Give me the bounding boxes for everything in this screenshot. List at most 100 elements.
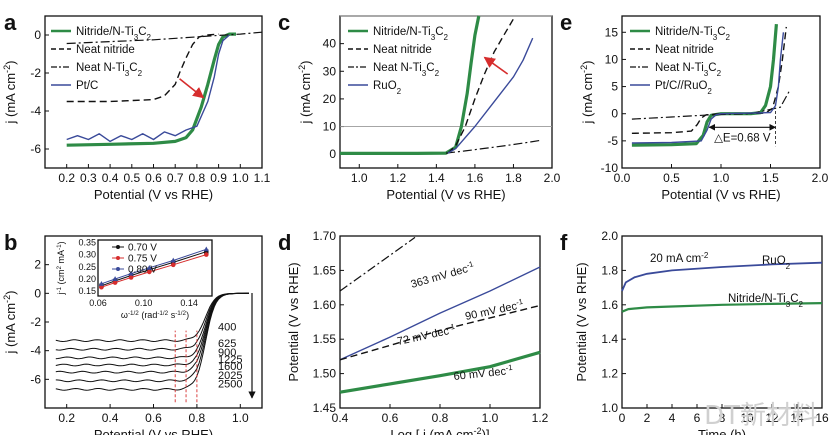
- tafel-slope-label: 72 mV dec-1: [396, 321, 457, 348]
- x-tick-label: 6: [694, 411, 701, 425]
- y-tick-label: 1.60: [313, 298, 337, 312]
- x-tick-label: 0.0: [614, 171, 631, 185]
- stability-line: [621, 302, 823, 313]
- y-tick-label: 1.4: [601, 332, 618, 346]
- legend-label-a: Pt/C: [76, 80, 98, 92]
- inset-point: [147, 269, 152, 275]
- inset-x-tick-label: 0.10: [135, 298, 153, 308]
- x-tick-label: 12: [765, 411, 779, 425]
- inset-y-axis-title: j-1 (cm2 mA-1): [56, 241, 67, 295]
- tafel-line: [339, 350, 541, 394]
- x-tick-label: 1.5: [762, 171, 779, 185]
- y-axis-title-e: j (mA cm-2): [579, 60, 595, 124]
- y-axis-title-c: j (mA cm-2): [297, 60, 313, 124]
- y-tick-label: 1.45: [313, 401, 337, 415]
- legend-label-e: Neat N-Ti3C2: [655, 62, 722, 78]
- y-tick-label: -6: [30, 142, 41, 156]
- inset-point: [204, 252, 209, 257]
- x-axis-title-e: Potential (V vs RHE): [661, 187, 780, 202]
- y-tick-label: 1.70: [313, 229, 337, 243]
- x-axis-title-d: Log [ j (mA cm-2)]: [390, 426, 489, 435]
- series-line-e: [631, 32, 785, 144]
- series-label-ruo2: RuO2: [762, 255, 791, 271]
- series-line-a: [66, 32, 236, 147]
- y-tick-label: 5: [611, 80, 618, 94]
- panel-label-a: a: [4, 10, 17, 35]
- y-tick-label: 40: [323, 37, 337, 51]
- inset-y-tick-label: 0.25: [78, 262, 96, 272]
- inset-point: [146, 264, 152, 270]
- chart-panel-e: 0.0 0.5 1.0 1.5 2.0 -10 -5 0 5 10 15 Potential (V v…: [579, 15, 829, 202]
- y-tick-label: 15: [605, 25, 619, 39]
- x-tick-label: 0: [619, 411, 626, 425]
- x-axis-title-a: Potential (V vs RHE): [94, 187, 213, 202]
- inset-point: [99, 284, 104, 290]
- x-tick-label: 0.2: [58, 171, 75, 185]
- chart-panel-b: 0.2 0.4 0.6 0.8 1.0 -6 -4 -2 0 2 Potential (V vs R…: [2, 235, 263, 435]
- legend-label-c: RuO2: [373, 80, 402, 96]
- inset-point: [98, 281, 105, 286]
- x-tick-label: 16: [815, 411, 829, 425]
- chart-panel-d: 0.4 0.6 0.8 1.0 1.2 1.45 1.50 1.55 1.60 1.65 1.70 L…: [286, 229, 549, 435]
- y-tick-label: 10: [605, 52, 619, 66]
- series-line-a: [66, 34, 230, 143]
- tafel-slope-label: 90 mV dec-1: [464, 296, 525, 323]
- inset-y-tick-label: 0.35: [78, 237, 96, 247]
- x-tick-label: 1.0: [713, 171, 730, 185]
- legend-label-c: Neat N-Ti3C2: [373, 62, 440, 78]
- tafel-line: [339, 266, 541, 361]
- rpm-curve: [55, 292, 249, 351]
- current-density-label: 20 mA cm-2: [650, 251, 709, 266]
- y-tick-label: -5: [607, 134, 618, 148]
- inset-legend-label: 0.75 V: [128, 254, 157, 265]
- chart-panel-c: 1.0 1.2 1.4 1.6 1.8 2.0 0 10 20 30 40 Potential (V …: [297, 15, 561, 202]
- y-tick-label: -6: [30, 372, 41, 386]
- x-tick-label: 1.1: [254, 171, 271, 185]
- series-line-c: [447, 37, 534, 154]
- series-label-nitride: Nitride/N-Ti3C2: [728, 293, 804, 309]
- inset-y-tick-label: 0.20: [78, 274, 96, 284]
- y-tick-label: -4: [30, 344, 41, 358]
- inset-y-tick-label: 0.15: [78, 286, 96, 296]
- x-tick-label: 1.2: [389, 171, 406, 185]
- rpm-label: 1600: [218, 361, 242, 373]
- x-tick-label: 1.0: [351, 171, 368, 185]
- y-tick-label: 0: [34, 28, 41, 42]
- x-tick-label: 0.6: [382, 411, 399, 425]
- x-tick-label: 2.0: [544, 171, 561, 185]
- chart-panel-a: 0.2 0.3 0.4 0.5 0.6 0.7 0.8 0.9 1.0 1.1 -6 -4 -2 0 Pot…: [2, 15, 271, 202]
- inset-point: [204, 249, 209, 254]
- x-axis-title-f: Time (h): [698, 427, 746, 435]
- panel-label-d: d: [278, 230, 291, 255]
- tafel-line: [339, 304, 541, 361]
- inset-fit-line: [101, 254, 207, 288]
- shift-arrow-a: [179, 78, 205, 99]
- tafel-slope-label: 60 mV dec-1: [453, 362, 514, 383]
- inset-legend-label: 0.70 V: [128, 243, 157, 254]
- y-tick-label: 2: [34, 258, 41, 272]
- watermark-text: DT新材料: [704, 401, 818, 431]
- panel-label-b: b: [4, 230, 17, 255]
- y-tick-label: 1.65: [313, 263, 337, 277]
- inset-legend-marker: [116, 245, 120, 249]
- inset-point: [128, 270, 134, 276]
- inset-point: [203, 246, 209, 252]
- x-tick-label: 0.6: [145, 411, 162, 425]
- x-tick-label: 0.5: [663, 171, 680, 185]
- tafel-slope-label: 363 mV dec-1: [409, 259, 476, 291]
- x-axis-title-b: Potential (V vs RHE): [94, 427, 213, 435]
- inset-point: [112, 280, 118, 285]
- rpm-curve: [55, 292, 249, 343]
- y-tick-label: 1.50: [313, 367, 337, 381]
- plot-frame-d: [339, 235, 541, 409]
- y-tick-label: 1.0: [601, 401, 618, 415]
- legend-label-a: Neat N-Ti3C2: [76, 62, 143, 78]
- rpm-label: 1225: [218, 354, 242, 366]
- y-axis-title-b: j (mA cm-2): [2, 290, 18, 354]
- inset-x-axis-title: ω-1/2 (rad-1/2 s-1/2): [121, 310, 189, 321]
- series-line-a: [66, 33, 219, 103]
- x-tick-label: 0.8: [189, 171, 206, 185]
- inset-x-tick-label: 0.06: [89, 298, 107, 308]
- chart-panel-f: 0 2 4 6 8 10 12 14 16 1.0 1.2 1.4 1.6 1.8 2.0 Time (h) P…: [574, 229, 829, 435]
- y-axis-title-f: Potential (V vs RHE): [574, 262, 589, 381]
